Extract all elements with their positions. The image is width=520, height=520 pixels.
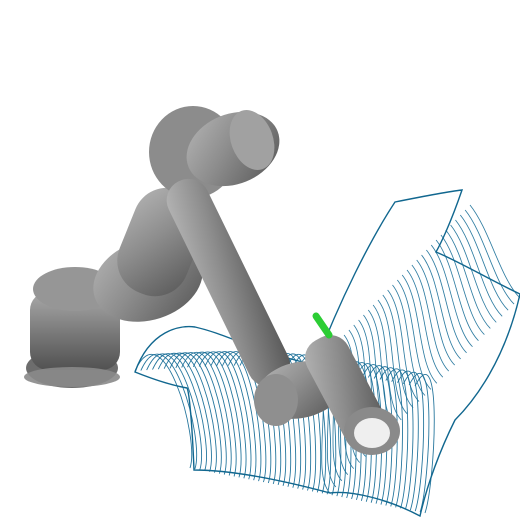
mesh-surface-line bbox=[383, 295, 413, 408]
robot-base-rim bbox=[24, 367, 120, 387]
mesh-surface-line bbox=[402, 275, 437, 383]
mesh-surface-line bbox=[141, 354, 197, 469]
mesh-surface-line bbox=[455, 220, 502, 316]
mesh-surface-line bbox=[431, 245, 472, 347]
wrist-cap bbox=[254, 374, 298, 426]
mesh-surface-line bbox=[441, 235, 484, 335]
tool-indicator bbox=[316, 316, 329, 335]
mesh-surface-line bbox=[470, 205, 520, 298]
robot-arm[interactable] bbox=[24, 99, 400, 455]
mesh-surface-line bbox=[135, 354, 192, 468]
mesh-surface-line bbox=[158, 353, 211, 471]
mesh-surface-line bbox=[193, 352, 241, 477]
mesh-surface-line bbox=[388, 290, 419, 402]
tool-face bbox=[354, 418, 390, 448]
mesh-surface-line bbox=[153, 354, 207, 471]
mesh-surface-line bbox=[465, 210, 514, 304]
